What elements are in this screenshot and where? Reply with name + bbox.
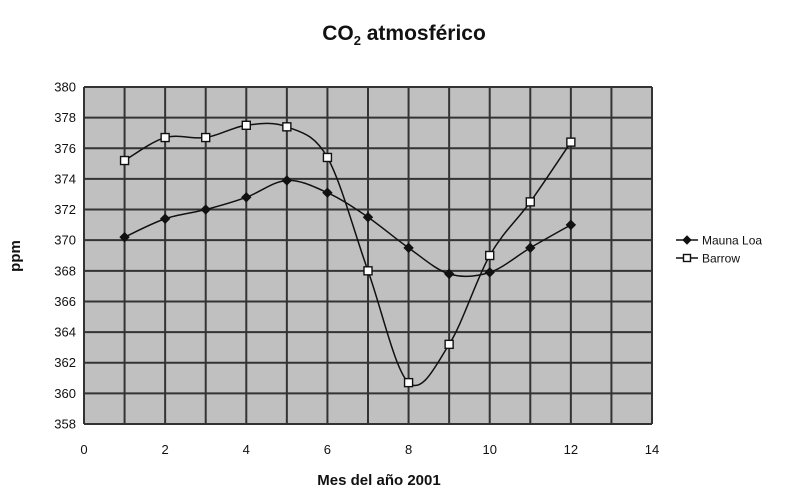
y-tick-label: 380 xyxy=(54,80,76,95)
x-tick-label: 14 xyxy=(645,442,659,457)
y-tick-label: 372 xyxy=(54,202,76,217)
y-tick-label: 376 xyxy=(54,141,76,156)
chart-title-rest: atmosférico xyxy=(361,22,486,45)
x-tick-label: 4 xyxy=(243,442,250,457)
point-mauna-loa xyxy=(403,242,414,254)
y-tick-label: 362 xyxy=(54,355,76,370)
legend-label-barrow: Barrow xyxy=(702,252,740,266)
x-axis-ticks: 0 2 4 6 8 10 12 14 xyxy=(80,442,659,457)
point-barrow xyxy=(403,377,414,388)
x-tick-label: 12 xyxy=(564,442,578,457)
x-tick-label: 8 xyxy=(405,442,412,457)
chart-title: CO2 atmosférico xyxy=(322,22,486,48)
y-tick-label: 366 xyxy=(54,294,76,309)
point-mauna-loa xyxy=(443,268,455,280)
point-mauna-loa xyxy=(525,242,536,254)
y-axis-ticks: 358 360 362 364 366 368 370 372 374 376 378 380 xyxy=(54,80,76,432)
legend-marker-mauna-loa xyxy=(682,235,692,245)
point-mauna-loa xyxy=(241,192,252,203)
y-tick-label: 378 xyxy=(54,110,76,125)
point-barrow xyxy=(363,266,373,276)
point-barrow xyxy=(119,155,130,166)
point-barrow xyxy=(322,152,333,163)
x-tick-label: 10 xyxy=(482,442,496,457)
point-mauna-loa xyxy=(322,187,333,198)
y-tick-label: 364 xyxy=(54,325,76,340)
legend: Mauna Loa Barrow xyxy=(676,234,762,266)
y-axis-title: ppm xyxy=(7,240,24,272)
point-barrow xyxy=(241,120,251,130)
y-tick-label: 370 xyxy=(54,233,76,248)
legend-marker-barrow xyxy=(682,253,692,263)
point-barrow xyxy=(160,132,170,143)
point-mauna-loa xyxy=(200,204,211,215)
point-barrow xyxy=(525,197,535,207)
x-tick-label: 2 xyxy=(162,442,169,457)
series-markers xyxy=(119,120,577,388)
point-mauna-loa xyxy=(362,211,374,223)
x-tick-label: 0 xyxy=(80,442,87,457)
x-axis-title: Mes del año 2001 xyxy=(317,472,440,489)
point-mauna-loa xyxy=(565,219,577,231)
point-mauna-loa xyxy=(281,175,293,186)
point-barrow xyxy=(282,122,292,132)
chart-title-main: CO xyxy=(322,22,354,45)
y-tick-label: 358 xyxy=(54,417,76,432)
y-tick-label: 360 xyxy=(54,386,76,401)
y-tick-label: 368 xyxy=(54,263,76,278)
point-barrow xyxy=(444,339,454,350)
point-mauna-loa xyxy=(119,231,130,243)
y-tick-label: 374 xyxy=(54,171,76,186)
point-barrow xyxy=(485,250,495,261)
point-barrow xyxy=(566,137,576,147)
point-barrow xyxy=(201,132,211,143)
x-tick-label: 6 xyxy=(324,442,331,457)
chart-title-subscript: 2 xyxy=(354,33,361,48)
legend-label-mauna-loa: Mauna Loa xyxy=(702,234,762,248)
point-mauna-loa xyxy=(159,213,171,224)
point-mauna-loa xyxy=(484,267,495,278)
